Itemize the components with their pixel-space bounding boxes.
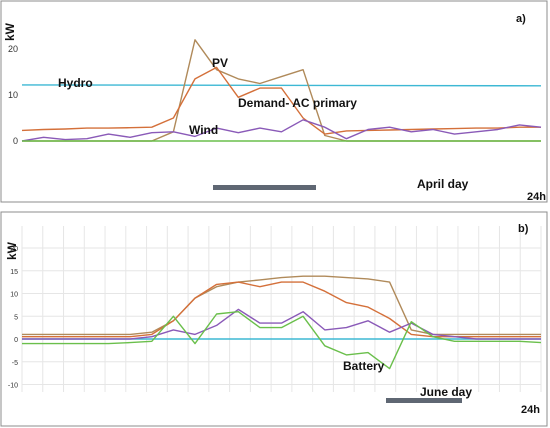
y-tick-label: -10 bbox=[8, 383, 18, 390]
series-line-hydro bbox=[21, 84, 542, 87]
panel-b-label: b) bbox=[518, 223, 529, 235]
y-tick-label: 10 bbox=[10, 292, 18, 299]
panel-b-series bbox=[22, 275, 542, 370]
series-line-pv bbox=[22, 39, 541, 142]
series-line-wind bbox=[22, 308, 541, 340]
panel-b-end-label: 24h bbox=[521, 404, 540, 416]
series-line-pv bbox=[22, 275, 541, 336]
y-tick-label: -5 bbox=[12, 360, 18, 367]
series-line-wind bbox=[21, 119, 542, 142]
panel-a-end-label: 24h bbox=[527, 191, 546, 203]
battery-label: Battery bbox=[343, 359, 385, 373]
panel-a-axes: 0 10 20 bbox=[8, 44, 18, 146]
panel-b-period-label: June day bbox=[420, 385, 472, 399]
y-tick-label: 10 bbox=[8, 90, 18, 100]
panel-b-frame bbox=[0, 211, 548, 427]
series-line-battery bbox=[22, 311, 542, 370]
demand-label: Demand- AC primary bbox=[238, 96, 357, 110]
panel-b-period-bar bbox=[386, 398, 462, 403]
y-tick-label: 20 bbox=[10, 246, 18, 253]
panel-b-grid bbox=[21, 226, 542, 392]
wind-label: Wind bbox=[189, 123, 218, 137]
pv-label: PV bbox=[212, 56, 228, 70]
panel-a-period-bar bbox=[213, 185, 316, 190]
panel-a-series bbox=[21, 39, 542, 142]
panel-b: -10 -5 0 5 10 15 20 kW b) Battery June day 24h bbox=[0, 211, 548, 427]
series-line-demand bbox=[21, 66, 541, 135]
panel-b-axes: -10 -5 0 5 10 15 20 bbox=[8, 246, 18, 390]
y-tick-label: 0 bbox=[13, 136, 18, 146]
panel-a-label: a) bbox=[516, 13, 526, 25]
hydro-label: Hydro bbox=[58, 76, 93, 90]
y-tick-label: 0 bbox=[14, 337, 18, 344]
panel-a-ylabel: kW bbox=[3, 22, 17, 41]
panel-a-period-label: April day bbox=[417, 177, 469, 191]
y-tick-label: 20 bbox=[8, 44, 18, 54]
series-line-demand bbox=[22, 281, 541, 338]
y-tick-label: 15 bbox=[10, 269, 18, 276]
panel-b-ylabel: kW bbox=[5, 241, 19, 260]
y-tick-label: 5 bbox=[14, 314, 18, 321]
panel-a-frame bbox=[0, 0, 548, 203]
